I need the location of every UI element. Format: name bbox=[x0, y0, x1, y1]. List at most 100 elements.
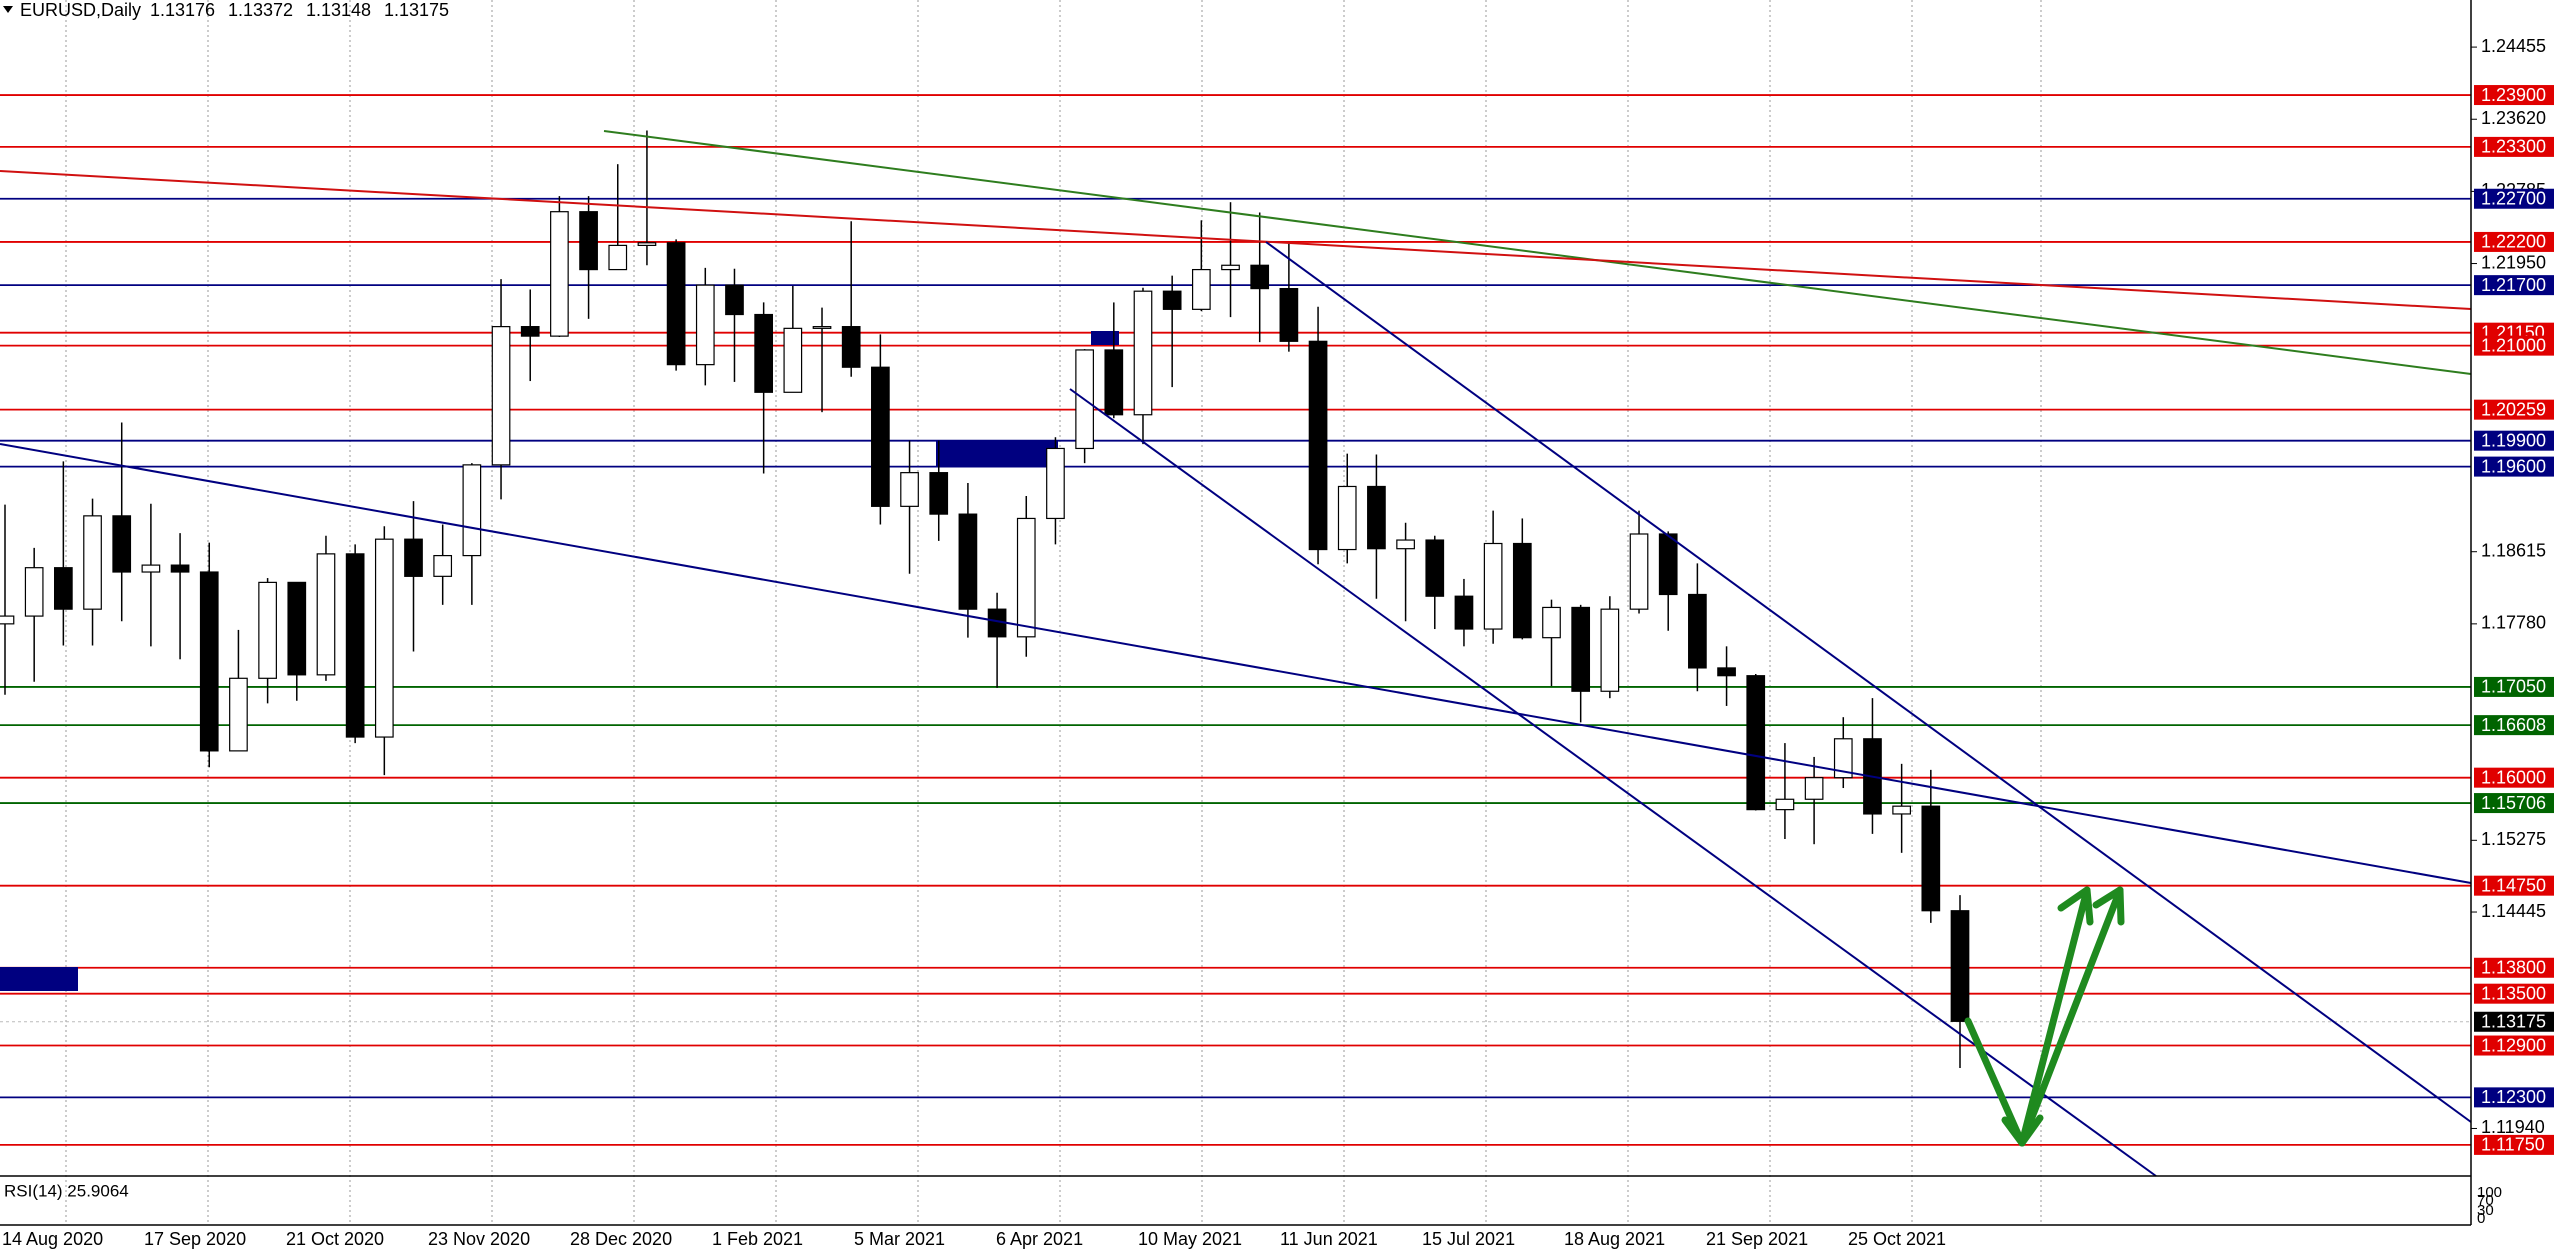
rsi-scale-label: 0 bbox=[2477, 1210, 2485, 1227]
candle-body bbox=[1337, 485, 1357, 551]
ohlc: 1.13176 1.13372 1.13148 1.13175 bbox=[150, 0, 449, 20]
zones bbox=[0, 331, 1119, 991]
levels bbox=[0, 94, 2471, 1146]
candle-body bbox=[1950, 910, 1970, 1022]
candle-body bbox=[287, 581, 307, 676]
level-box bbox=[2474, 715, 2554, 736]
candle-body bbox=[958, 513, 978, 610]
level-box bbox=[2474, 275, 2554, 296]
candle-body bbox=[637, 242, 657, 246]
ohlc-value: 1.13372 bbox=[228, 0, 293, 20]
candle-body bbox=[229, 677, 248, 752]
arrowhead bbox=[2057, 886, 2094, 926]
candle-body bbox=[1600, 608, 1620, 692]
date-label: 21 Sep 2021 bbox=[1706, 1229, 1808, 1249]
level-box bbox=[2474, 85, 2554, 106]
forecast-arrows bbox=[1964, 886, 2125, 1147]
candle-body bbox=[1483, 542, 1503, 630]
trendline bbox=[0, 170, 2472, 310]
candle-body bbox=[1658, 533, 1678, 596]
candle-body bbox=[783, 327, 803, 393]
candle-body bbox=[1688, 593, 1707, 669]
candle-body bbox=[754, 313, 774, 393]
candle-body bbox=[900, 472, 919, 507]
date-label: 21 Oct 2020 bbox=[286, 1229, 384, 1249]
zone bbox=[0, 967, 78, 991]
trendline bbox=[0, 443, 2472, 884]
grid bbox=[65, 0, 2042, 1225]
candle-body bbox=[345, 553, 365, 738]
zone bbox=[936, 441, 1058, 467]
date-label: 14 Aug 2020 bbox=[2, 1229, 103, 1249]
candle-body bbox=[1717, 667, 1736, 677]
candle-body bbox=[550, 211, 569, 337]
rsi-label: RSI(14) 25.9064 bbox=[4, 1181, 129, 1200]
candle-body bbox=[83, 515, 102, 610]
tick-label: 1.18615 bbox=[2481, 540, 2546, 560]
level-box bbox=[2474, 767, 2554, 788]
level-label: 1.15706 bbox=[2481, 793, 2546, 813]
candle-body bbox=[1221, 264, 1240, 271]
level-box bbox=[2474, 335, 2554, 356]
date-label: 25 Oct 2021 bbox=[1848, 1229, 1946, 1249]
candle-body bbox=[0, 615, 15, 625]
candle-body bbox=[24, 567, 44, 617]
candle-body bbox=[1279, 287, 1299, 342]
arrowhead bbox=[2092, 886, 2125, 926]
candle-body bbox=[1746, 675, 1766, 811]
tick-label: 1.24455 bbox=[2481, 36, 2546, 56]
level-label: 1.16000 bbox=[2481, 767, 2546, 787]
candle-body bbox=[520, 326, 540, 337]
menu-arrow[interactable] bbox=[3, 6, 13, 13]
arrowhead bbox=[2001, 1114, 2044, 1147]
level-box bbox=[2474, 793, 2554, 814]
level-label: 1.23900 bbox=[2481, 85, 2546, 105]
level-label: 1.21700 bbox=[2481, 275, 2546, 295]
rsi-scale-label: 70 bbox=[2477, 1192, 2494, 1209]
level-label: 1.22700 bbox=[2481, 188, 2546, 208]
level-label: 1.13175 bbox=[2481, 1012, 2546, 1032]
candle-body bbox=[112, 515, 132, 573]
tick-label: 1.14445 bbox=[2481, 901, 2546, 921]
level-label: 1.12900 bbox=[2481, 1035, 2546, 1055]
date-label: 15 Jul 2021 bbox=[1422, 1229, 1515, 1249]
candle-body bbox=[871, 366, 890, 507]
date-label: 11 Jun 2021 bbox=[1280, 1229, 1378, 1249]
level-label: 1.19900 bbox=[2481, 430, 2546, 450]
date-label: 6 Apr 2021 bbox=[996, 1229, 1083, 1249]
candle-body bbox=[1250, 264, 1270, 290]
trendline bbox=[603, 130, 2472, 375]
level-label: 1.17050 bbox=[2481, 677, 2546, 697]
candle-body bbox=[491, 326, 511, 466]
tick-label: 1.23620 bbox=[2481, 108, 2546, 128]
candle-body bbox=[54, 567, 73, 610]
date-label: 5 Mar 2021 bbox=[854, 1229, 945, 1249]
rsi-scale-label: 100 bbox=[2477, 1184, 2502, 1201]
level-label: 1.20259 bbox=[2481, 399, 2546, 419]
time-axis: 14 Aug 2020 17 Sep 2020 21 Oct 2020 23 Nov … bbox=[2, 1229, 1946, 1249]
level-label: 1.13500 bbox=[2481, 983, 2546, 1003]
level-box bbox=[2474, 676, 2554, 697]
candle-body bbox=[1308, 340, 1328, 551]
tick-label: 1.11940 bbox=[2481, 1117, 2545, 1137]
candle-body bbox=[1454, 595, 1474, 630]
level-label: 1.21000 bbox=[2481, 335, 2546, 355]
candle-body bbox=[1629, 533, 1649, 610]
date-label: 10 May 2021 bbox=[1138, 1229, 1242, 1249]
date-label: 1 Feb 2021 bbox=[712, 1229, 803, 1249]
level-box bbox=[2474, 983, 2554, 1004]
symbol: EURUSD,Daily bbox=[20, 0, 141, 20]
candle-body bbox=[141, 564, 161, 573]
candle-body bbox=[1425, 539, 1445, 597]
zone bbox=[1091, 331, 1119, 345]
candle-body bbox=[579, 211, 598, 271]
date-label: 28 Dec 2020 bbox=[570, 1229, 672, 1249]
candle-body bbox=[1016, 517, 1036, 638]
level-box bbox=[2474, 1011, 2554, 1032]
candle-body bbox=[812, 326, 832, 329]
candle-body bbox=[1133, 290, 1153, 416]
candle-body bbox=[316, 553, 336, 676]
candle-body bbox=[1162, 290, 1182, 310]
